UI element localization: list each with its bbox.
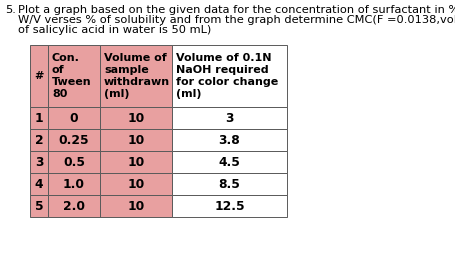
Bar (100, 129, 172, 151)
Text: 10: 10 (127, 178, 145, 190)
Text: 10: 10 (127, 112, 145, 124)
Text: Volume of
sample
withdrawn
(ml): Volume of sample withdrawn (ml) (104, 53, 170, 99)
Text: Plot a graph based on the given data for the concentration of surfactant in %: Plot a graph based on the given data for… (18, 5, 455, 15)
Bar (100, 195, 172, 217)
Text: 10: 10 (127, 200, 145, 213)
Bar (30, 107, 48, 129)
Bar (100, 45, 172, 107)
Text: 1.0: 1.0 (63, 178, 85, 190)
Text: 0: 0 (70, 112, 78, 124)
Text: 4.5: 4.5 (218, 155, 240, 169)
Text: 2: 2 (35, 134, 43, 146)
Bar (48, 45, 100, 107)
Text: 3: 3 (225, 112, 234, 124)
Bar (100, 173, 172, 195)
Text: 10: 10 (127, 155, 145, 169)
Bar (48, 151, 100, 173)
Text: 0.5: 0.5 (63, 155, 85, 169)
Bar (100, 107, 172, 129)
Bar (48, 129, 100, 151)
Text: of salicylic acid in water is 50 mL): of salicylic acid in water is 50 mL) (18, 25, 211, 35)
Bar (172, 173, 287, 195)
Text: 3: 3 (35, 155, 43, 169)
Text: W/V verses % of solubility and from the graph determine CMC(F =0.0138,volume: W/V verses % of solubility and from the … (18, 15, 455, 25)
Text: 4: 4 (35, 178, 43, 190)
Text: Volume of 0.1N
NaOH required
for color change
(ml): Volume of 0.1N NaOH required for color c… (176, 53, 278, 99)
Bar (172, 45, 287, 107)
Bar (30, 129, 48, 151)
Bar (172, 195, 287, 217)
Bar (30, 173, 48, 195)
Bar (48, 195, 100, 217)
Bar (172, 129, 287, 151)
Text: 12.5: 12.5 (214, 200, 245, 213)
Bar (30, 151, 48, 173)
Text: 5.: 5. (5, 5, 16, 15)
Text: 10: 10 (127, 134, 145, 146)
Text: 0.25: 0.25 (59, 134, 89, 146)
Bar (100, 151, 172, 173)
Text: 3.8: 3.8 (218, 134, 240, 146)
Bar (172, 151, 287, 173)
Text: 5: 5 (35, 200, 43, 213)
Bar (30, 195, 48, 217)
Text: Con.
of
Tween
80: Con. of Tween 80 (52, 53, 91, 99)
Text: #: # (34, 71, 43, 81)
Text: 1: 1 (35, 112, 43, 124)
Bar (172, 107, 287, 129)
Bar (48, 173, 100, 195)
Text: 2.0: 2.0 (63, 200, 85, 213)
Text: 8.5: 8.5 (218, 178, 240, 190)
Bar (48, 107, 100, 129)
Bar (30, 45, 48, 107)
